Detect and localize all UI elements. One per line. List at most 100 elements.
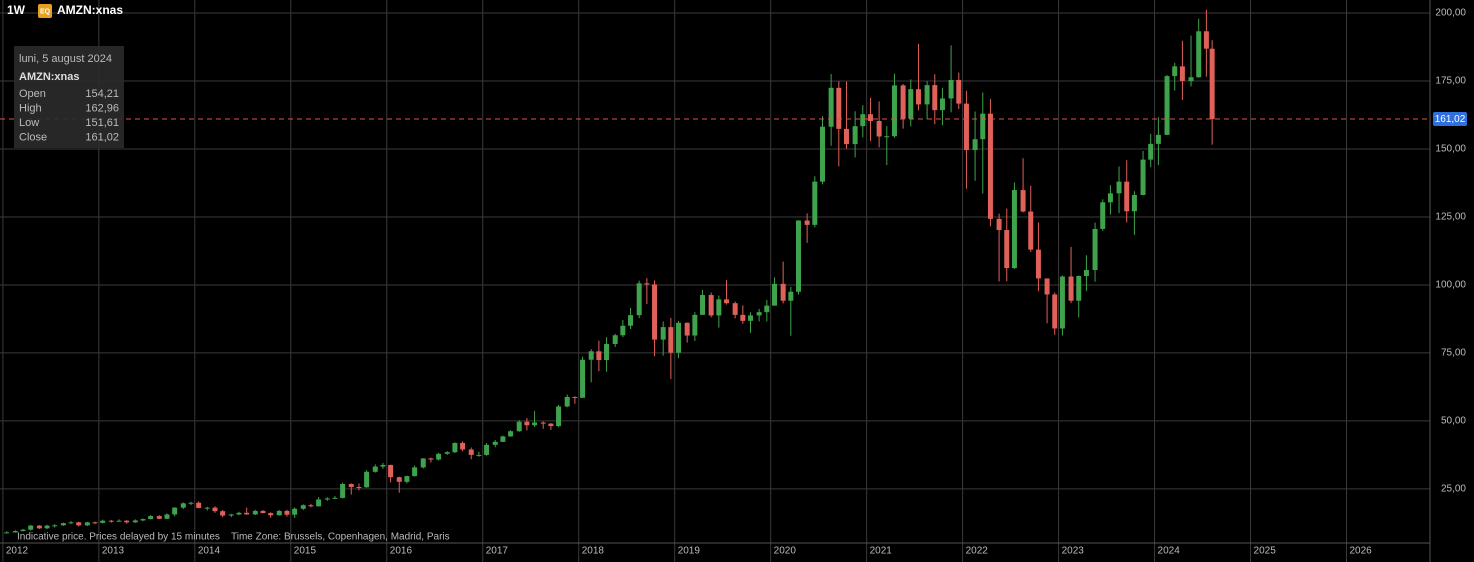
candle-body [484,444,490,455]
candle-body [676,322,682,353]
grid [0,0,1430,562]
candle-body [1011,190,1017,269]
candle-body [524,421,530,426]
x-tick-label: 2015 [294,546,317,557]
candle-body [580,359,586,398]
x-tick-label: 2022 [966,546,989,557]
candle-body [1004,230,1010,269]
overlay: 161,02 [0,112,1467,127]
candle-body [268,513,274,516]
candle-body [20,529,26,532]
candle-body [300,505,306,509]
tooltip-value: 151,61 [85,117,119,129]
x-tick-label: 2014 [198,546,221,557]
candle-body [508,431,514,437]
candle-body [891,85,897,137]
candle-body [84,522,90,526]
candle-body [652,284,658,340]
candle-body [284,510,290,515]
symbol[interactable]: AMZN:xnas [57,3,123,17]
y-tick-label: 50,00 [1441,416,1466,427]
candle-body [316,499,322,507]
candle-body [364,471,370,488]
candle-body [452,442,458,453]
candle-body [1044,278,1050,295]
candle-body [324,498,330,500]
candle-body [276,510,282,516]
last-price-box [1433,112,1467,127]
y-tick-label: 125,00 [1435,212,1466,223]
tooltip-value: 161,02 [85,131,119,143]
badge: EQ [40,8,51,15]
candle-body [244,512,250,515]
x-tick-label: 2018 [582,546,605,557]
candle-body [732,303,738,315]
candle-body [628,315,634,326]
candle-body [548,423,554,427]
candle-body [956,79,962,104]
candle-body [636,283,642,316]
candle-body [1196,31,1202,78]
candle-body [228,514,234,516]
candle-body [612,335,618,344]
x-tick-label: 2017 [486,546,509,557]
x-tick-label: 2012 [6,546,29,557]
candle-body [412,467,418,477]
candle-body [939,98,945,111]
candle-body [876,120,882,137]
candle-body [260,510,266,514]
candle-body [812,181,818,225]
candle-body [476,454,482,456]
tooltip-box [14,46,124,148]
y-tick-label: 75,00 [1441,348,1466,359]
candle-body [52,525,58,527]
candle-body [932,85,938,111]
y-tick-label: 175,00 [1435,76,1466,87]
candle-body [900,85,906,119]
candle-body [1172,66,1178,77]
last-price-label: 161,02 [1435,114,1466,125]
candle-body [1148,143,1154,160]
candle-body [780,283,786,301]
candle-body [708,295,714,316]
candle-body [700,295,706,315]
candle-body [1100,202,1106,229]
candle-body [972,139,978,151]
candle-body [1083,270,1089,276]
candle-body [140,519,146,521]
candle-body [987,113,993,219]
candle-body [60,523,66,526]
candle-body [348,483,354,487]
candle-body [660,327,666,340]
candle-body [172,507,178,515]
candle-body [772,283,778,306]
candle-body [1140,159,1146,195]
tooltip-date: luni, 5 august 2024 [19,53,112,65]
candle-body [108,520,114,522]
candle-body [1179,66,1185,82]
tooltip-label: Close [19,131,47,143]
candle-body [468,449,474,455]
interval[interactable]: 1W [7,3,26,17]
candle-body [1116,181,1122,194]
candle-body [996,218,1002,231]
candle-body [116,520,122,522]
candle-body [1028,211,1034,250]
tooltip-value: 154,21 [85,88,119,100]
candle-body [308,505,314,507]
candle-body [843,128,849,145]
candle-body [156,516,162,519]
candle-body [1203,31,1209,49]
y-tick-label: 25,00 [1441,484,1466,495]
badge-box [38,4,52,18]
candle-body [188,502,194,504]
candle-body [1059,276,1065,329]
footer-notice: Indicative price. Prices delayed by 15 m… [17,532,220,543]
candle-body [980,113,986,140]
tooltip-label: Open [19,88,46,100]
candle-body [716,299,722,316]
candle-body [220,511,226,516]
candle-body [124,520,130,523]
candle-body [44,525,50,529]
candle-body [756,312,762,316]
